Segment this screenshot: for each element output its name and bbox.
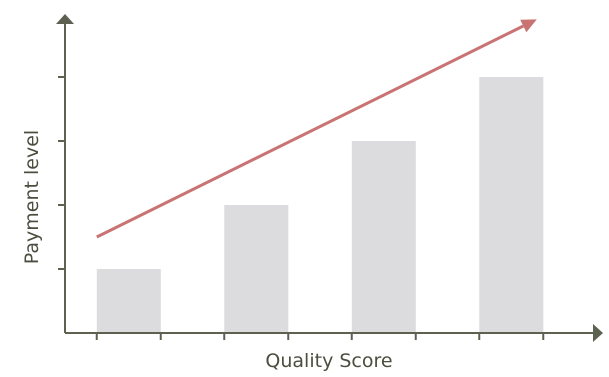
y-axis-label: Payment level — [21, 130, 43, 264]
trend-line — [96, 24, 524, 239]
trend — [96, 19, 537, 239]
x-axis-label: Quality Score — [265, 350, 392, 372]
trend-arrowhead — [520, 19, 537, 33]
bar-2 — [224, 205, 289, 333]
bar-4 — [479, 77, 544, 333]
bar-1 — [96, 269, 161, 333]
y-axis-arrowhead — [56, 14, 74, 24]
axes — [56, 14, 603, 342]
x-axis-arrowhead — [593, 324, 603, 342]
bar-3 — [351, 141, 416, 333]
bars — [96, 77, 544, 333]
